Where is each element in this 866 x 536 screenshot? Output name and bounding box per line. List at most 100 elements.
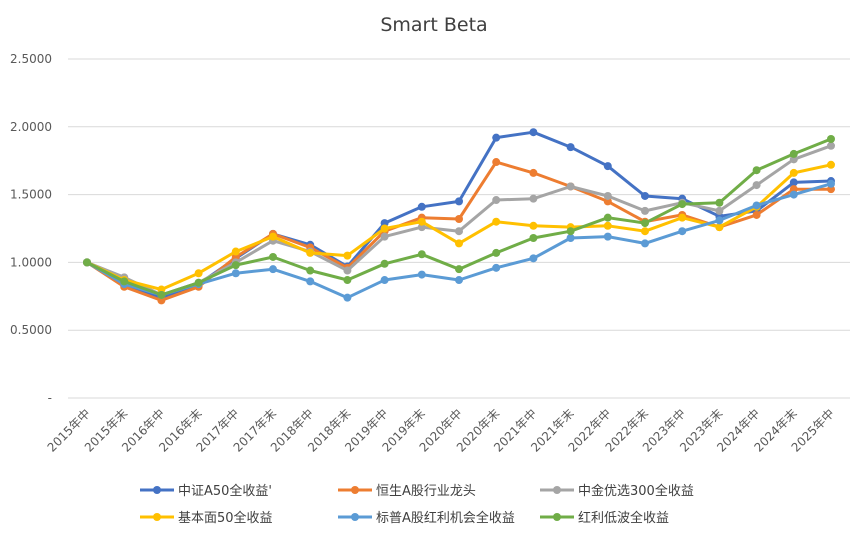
y-tick-label: 1.0000 xyxy=(10,255,52,269)
data-point xyxy=(380,259,389,268)
data-point xyxy=(455,239,463,248)
x-axis-ticks: 2015年中2015年末2016年中2016年末2017年中2017年末2018… xyxy=(44,406,837,455)
data-point xyxy=(789,168,798,177)
data-point xyxy=(194,269,203,278)
data-point xyxy=(641,239,649,248)
series-5 xyxy=(83,179,835,302)
data-point xyxy=(715,206,724,215)
data-point xyxy=(641,227,649,236)
data-point xyxy=(827,160,835,169)
data-point xyxy=(752,210,761,219)
data-point xyxy=(380,276,389,285)
data-point xyxy=(194,278,203,287)
data-point xyxy=(306,277,315,286)
data-point xyxy=(603,162,612,171)
data-point xyxy=(492,248,501,257)
data-point xyxy=(343,266,352,275)
data-point xyxy=(678,200,687,209)
data-point xyxy=(789,178,798,187)
data-point xyxy=(678,227,687,236)
data-point xyxy=(492,263,501,272)
legend-marker xyxy=(351,513,359,521)
data-point xyxy=(492,133,501,142)
data-point xyxy=(641,219,649,228)
data-point xyxy=(343,251,352,260)
data-point xyxy=(455,197,463,206)
legend-label: 中金优选300全收益 xyxy=(578,483,694,499)
data-point xyxy=(641,206,649,215)
data-point xyxy=(566,143,575,152)
y-tick-label: - xyxy=(48,391,52,405)
data-point xyxy=(529,233,538,242)
data-point xyxy=(603,213,612,222)
data-point xyxy=(380,232,389,241)
legend-label: 恒生A股行业龙头 xyxy=(376,484,476,499)
y-tick-label: 2.0000 xyxy=(10,120,52,134)
data-point xyxy=(752,201,761,210)
data-point xyxy=(715,223,724,232)
data-point xyxy=(529,221,538,230)
data-point xyxy=(120,277,129,286)
data-point xyxy=(343,293,352,302)
data-point xyxy=(715,198,724,207)
data-point xyxy=(827,179,835,188)
data-point xyxy=(752,166,761,175)
data-point xyxy=(752,181,761,190)
gridlines xyxy=(68,58,850,399)
legend-label: 中证A50全收益' xyxy=(178,483,272,499)
legend-item: 中证A50全收益' xyxy=(140,483,272,499)
data-point xyxy=(83,258,91,267)
data-point xyxy=(455,276,463,285)
data-point xyxy=(715,216,724,225)
data-point xyxy=(529,254,538,263)
legend-item: 恒生A股行业龙头 xyxy=(338,484,476,499)
legend-label: 标普A股红利机会全收益 xyxy=(376,510,515,526)
data-point xyxy=(417,250,426,259)
legend-item: 红利低波全收益 xyxy=(540,510,669,526)
data-point xyxy=(529,194,538,203)
data-point xyxy=(492,158,501,167)
data-point xyxy=(269,252,277,261)
legend-item: 标普A股红利机会全收益 xyxy=(338,510,515,526)
data-point xyxy=(566,233,575,242)
legend-item: 基本面50全收益 xyxy=(140,510,273,526)
data-point xyxy=(157,290,166,299)
data-point xyxy=(827,141,835,150)
data-point xyxy=(603,221,612,230)
data-point xyxy=(455,215,463,224)
data-point xyxy=(343,276,352,285)
data-point xyxy=(306,266,315,275)
y-tick-label: 1.5000 xyxy=(10,188,52,202)
legend-marker xyxy=(153,486,161,494)
chart-title: Smart Beta xyxy=(380,14,487,36)
data-point xyxy=(492,196,501,205)
data-point xyxy=(455,227,463,236)
data-point xyxy=(380,224,389,233)
series-6 xyxy=(83,135,835,299)
data-point xyxy=(417,270,426,279)
data-point xyxy=(789,149,798,158)
data-point xyxy=(603,232,612,241)
data-point xyxy=(529,168,538,177)
data-point xyxy=(231,247,240,256)
data-point xyxy=(231,261,240,270)
y-tick-label: 0.5000 xyxy=(10,323,52,337)
legend-marker xyxy=(153,513,161,521)
data-point xyxy=(492,217,501,226)
data-point xyxy=(641,191,649,200)
legend-item: 中金优选300全收益 xyxy=(540,483,694,499)
data-point xyxy=(269,232,277,241)
data-point xyxy=(417,217,426,226)
legend-marker xyxy=(553,513,561,521)
y-axis-ticks: - 0.5000 1.0000 1.5000 2.0000 2.5000 xyxy=(10,52,52,405)
data-point xyxy=(269,265,277,274)
data-point xyxy=(678,213,687,222)
series-4 xyxy=(83,160,835,294)
legend-label: 红利低波全收益 xyxy=(578,510,669,526)
y-tick-label: 2.5000 xyxy=(10,52,52,66)
data-point xyxy=(231,269,240,278)
data-point xyxy=(566,182,575,191)
legend-marker xyxy=(351,486,359,494)
